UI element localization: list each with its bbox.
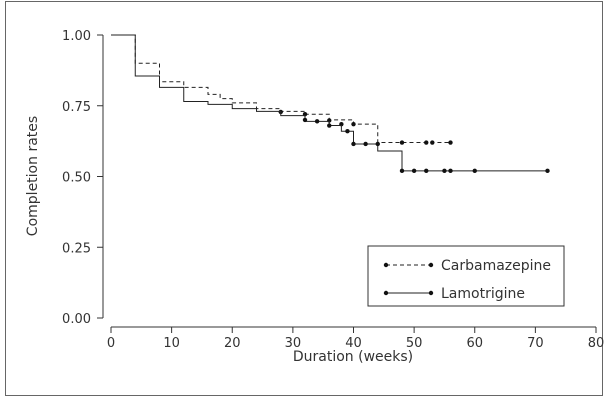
plot-series (111, 34, 550, 174)
legend-marker-carbamazepine-end (428, 262, 434, 268)
x-tick-label: 30 (285, 336, 302, 351)
x-tick-label: 60 (466, 336, 483, 351)
legend-label-carbamazepine: Carbamazepine (441, 258, 551, 274)
series-line-carbamazepine (111, 34, 451, 144)
censor-point-carbamazepine (430, 140, 435, 145)
censor-point-carbamazepine (399, 140, 405, 145)
x-ticks: 0 10 20 30 40 50 60 70 80 (107, 327, 604, 351)
censor-point-lamotrigine (442, 168, 447, 174)
y-ticks: 0.00 0.25 0.50 0.75 1.00 (62, 29, 103, 327)
censor-point-carbamazepine (448, 140, 453, 145)
y-axis-title: Completion rates (25, 116, 41, 236)
y-tick-label: 0.00 (62, 312, 91, 327)
censor-point-lamotrigine (448, 168, 453, 174)
y-tick-label: 1.00 (62, 29, 91, 44)
x-tick-label: 70 (527, 336, 544, 351)
x-tick-label: 10 (163, 336, 180, 351)
censor-point-carbamazepine (351, 121, 356, 127)
y-tick-label: 0.75 (62, 100, 91, 115)
legend-marker-carbamazepine-start (383, 262, 389, 268)
legend-label-lamotrigine: Lamotrigine (441, 286, 525, 302)
x-axis-title: Duration (weeks) (293, 349, 413, 365)
legend-box (367, 245, 565, 307)
censor-point-lamotrigine (345, 129, 350, 134)
censor-point-lamotrigine (399, 168, 405, 174)
censor-point-lamotrigine (424, 168, 429, 174)
y-tick-label: 0.50 (62, 171, 91, 186)
censor-point-lamotrigine (375, 141, 380, 147)
censor-point-lamotrigine (302, 117, 308, 123)
legend: Carbamazepine Lamotrigine (367, 245, 565, 307)
censor-point-carbamazepine (424, 140, 429, 145)
censor-point-lamotrigine (363, 141, 368, 147)
x-tick-label: 40 (345, 336, 362, 351)
censor-point-lamotrigine (351, 141, 356, 147)
censor-point-lamotrigine (314, 119, 320, 124)
legend-marker-lamotrigine-end (428, 290, 434, 296)
x-tick-label: 80 (588, 336, 605, 351)
series-line-lamotrigine (111, 34, 548, 172)
chart-frame (5, 1, 603, 396)
x-tick-label: 50 (406, 336, 423, 351)
x-tick-label: 20 (224, 336, 241, 351)
censor-point-lamotrigine (327, 123, 332, 128)
y-tick-label: 0.25 (62, 241, 91, 256)
censor-point-lamotrigine (545, 168, 550, 174)
x-tick-label: 0 (107, 336, 115, 351)
censor-point-lamotrigine (411, 168, 417, 174)
censor-point-lamotrigine (472, 168, 477, 174)
legend-marker-lamotrigine-start (383, 290, 389, 296)
